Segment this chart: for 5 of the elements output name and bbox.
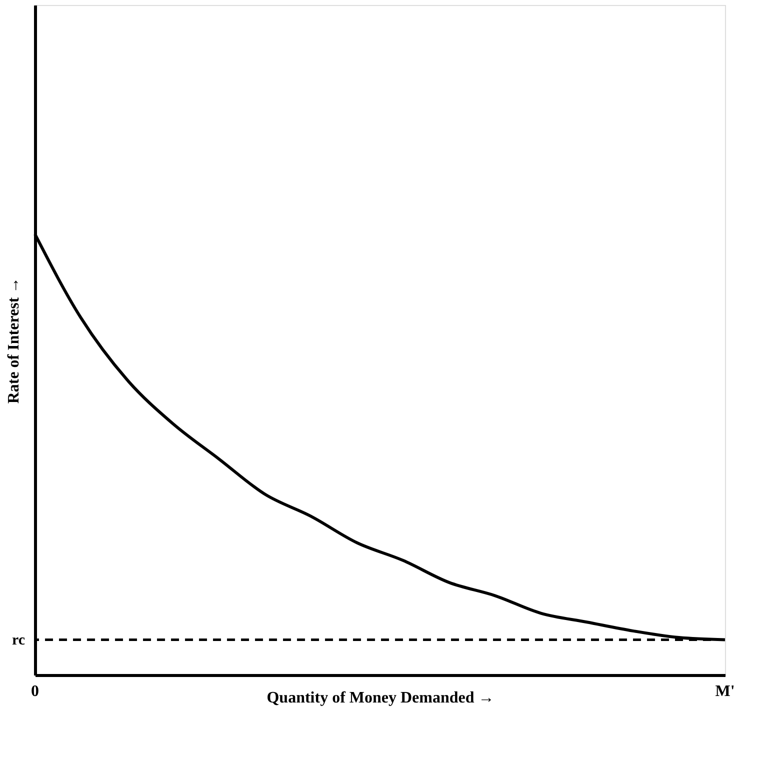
ref-line-label: rc [12, 632, 26, 649]
text: M' [715, 683, 735, 700]
x-axis-title: Quantity of Money Demanded → [266, 690, 494, 706]
text: 0 [31, 683, 39, 700]
y-axis-title: Rate of Interest → [6, 277, 22, 404]
